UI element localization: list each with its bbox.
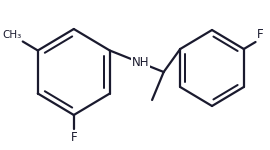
Text: CH₃: CH₃: [2, 30, 22, 40]
Text: F: F: [70, 131, 77, 144]
Text: NH: NH: [132, 57, 149, 69]
Text: F: F: [256, 28, 263, 41]
